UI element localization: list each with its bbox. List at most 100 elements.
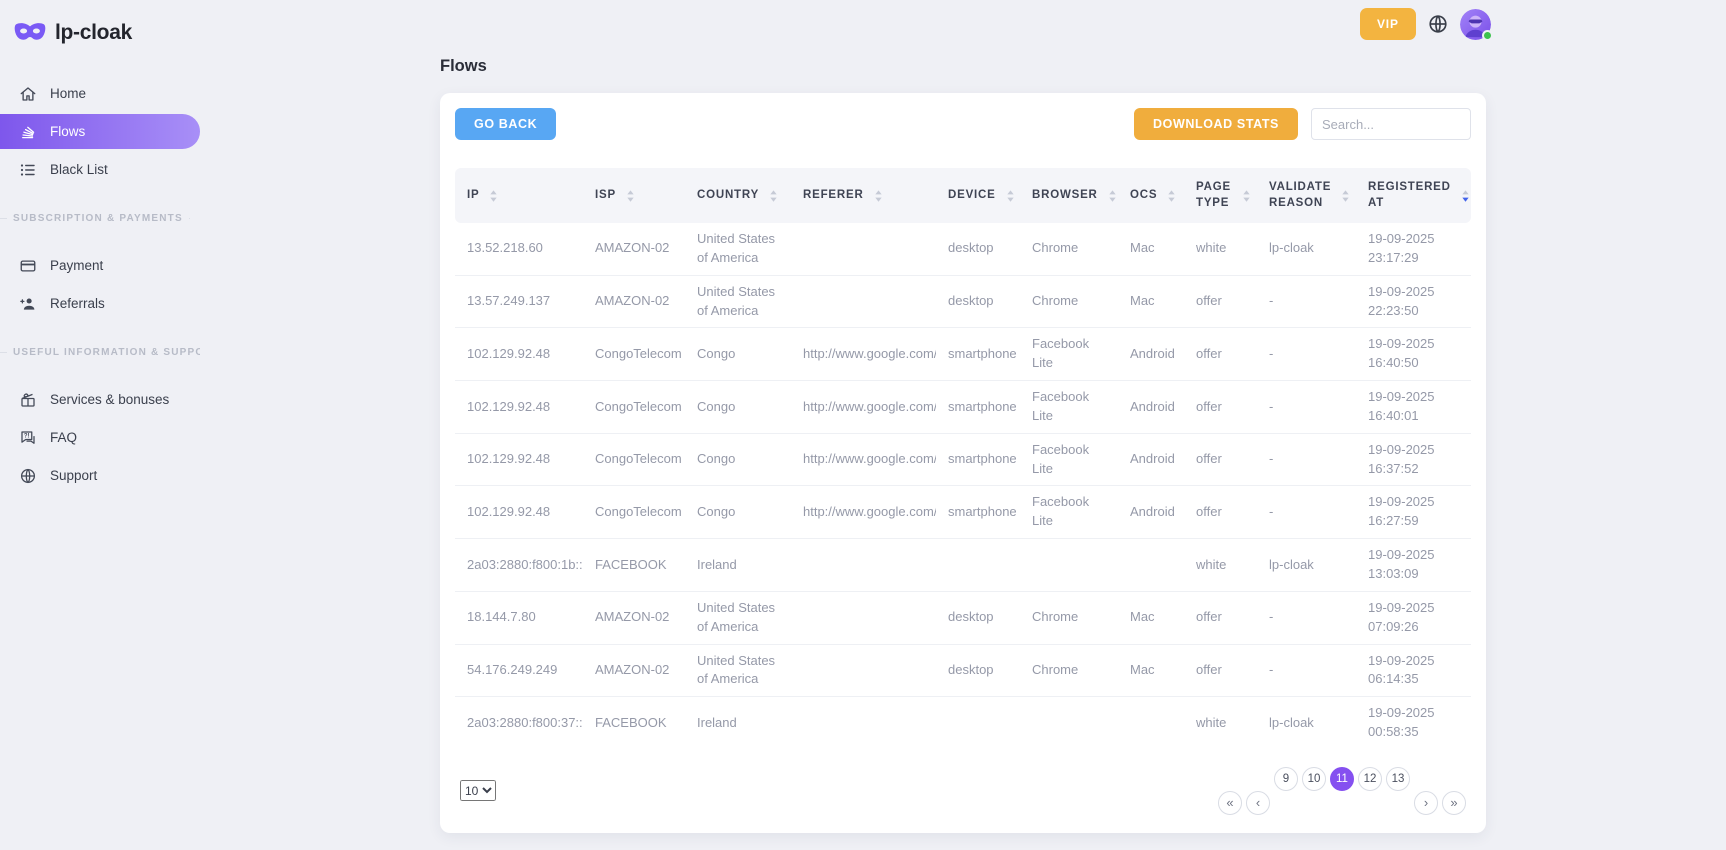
sidebar-item-flows[interactable]: Flows [0,114,200,149]
column-header-validate_reason[interactable]: VALIDATE REASON [1257,168,1356,224]
column-header-country[interactable]: COUNTRY [685,168,791,224]
table-row: 102.129.92.48 CongoTelecom Congo http://www… [455,327,1471,381]
sidebar-item-label: Payment [50,258,104,273]
user-plus-icon [19,295,37,313]
sidebar-item-label: Support [50,468,98,483]
sort-icon[interactable] [1461,189,1470,203]
cell-isp: AMAZON-02 [595,240,670,256]
cell-page_type: white [1184,696,1257,749]
home-icon [19,85,37,103]
cell-browser: Chrome [1020,590,1118,645]
gift-icon [19,391,37,409]
cell-isp: FACEBOOK [583,538,685,592]
sidebar: lp-cloak Home Flows Black List SUBSCRIPT… [0,0,200,850]
stack-icon [19,123,37,141]
table-row: 13.57.249.137 AMAZON-02 United States of A… [455,274,1471,328]
sort-icon[interactable] [1108,189,1117,203]
column-header-referer[interactable]: REFERER [791,168,936,224]
column-label: ISP [595,188,616,201]
cell-ip: 102.129.92.48 [455,327,583,381]
section-title-text: USEFUL INFORMATION & SUPPORT [13,347,200,358]
sidebar-nav-support: Services & bonuses ?! FAQ Support [0,382,200,493]
cell-validate_reason: - [1257,327,1356,381]
column-header-registered_at[interactable]: REGISTERED AT [1356,168,1471,224]
sidebar-item-referrals[interactable]: Referrals [0,286,200,321]
page-button-12[interactable]: 12 [1358,766,1382,791]
first-page-button[interactable]: « [1218,790,1242,815]
page-button-13[interactable]: 13 [1386,766,1410,791]
cell-ip: 13.52.218.60 [467,240,543,256]
cell-page_type: offer [1184,485,1257,539]
column-header-browser[interactable]: BROWSER [1020,168,1118,224]
cell-device: smartphone [936,485,1020,539]
cell-country: Congo [685,380,791,434]
language-button[interactable] [1427,13,1449,35]
page-button-11[interactable]: 11 [1330,766,1354,791]
sidebar-item-home[interactable]: Home [0,76,200,111]
sort-icon[interactable] [1242,189,1251,203]
table-row: 102.129.92.48 CongoTelecom Congo http://www… [455,432,1471,486]
cell-browser: Facebook Lite [1020,380,1118,434]
cell-referer [791,538,936,592]
globe-icon [1429,15,1447,33]
cell-registered_at: 19-09-2025 07:09:26 [1356,590,1471,645]
sidebar-item-payment[interactable]: Payment [0,248,200,283]
cell-device: smartphone [936,380,1020,434]
cell-validate_reason: - [1257,485,1356,539]
sort-icon[interactable] [874,189,883,203]
avatar[interactable] [1459,8,1493,41]
cell-browser: Facebook Lite [1020,327,1118,381]
chat-question-icon: ?! [19,429,37,447]
sidebar-item-faq[interactable]: ?! FAQ [0,420,200,455]
cell-isp: AMAZON-02 [583,590,685,645]
page-button-9[interactable]: 9 [1274,766,1298,791]
search-input[interactable] [1311,108,1471,140]
column-header-device[interactable]: DEVICE [936,168,1020,224]
last-page-button[interactable]: » [1442,790,1466,815]
sidebar-item-support[interactable]: Support [0,458,200,493]
page-button-10[interactable]: 10 [1302,766,1326,791]
pagination: «‹ 9 10 11 12 13 ›» [1218,766,1466,815]
sort-icon[interactable] [1341,189,1350,203]
next-page-button[interactable]: › [1414,790,1438,815]
vip-button[interactable]: VIP [1360,8,1416,40]
sort-icon[interactable] [1006,189,1015,203]
cell-isp: FACEBOOK [583,696,685,749]
sidebar-nav-payments: Payment Referrals [0,248,200,321]
column-header-isp[interactable]: ISP [583,168,685,224]
sort-icon[interactable] [1167,189,1176,203]
cell-device: smartphone [936,327,1020,381]
section-title-text: SUBSCRIPTION & PAYMENTS [13,213,183,224]
cell-country: United States of America [685,643,791,697]
column-header-ocs[interactable]: OCS [1118,168,1184,224]
sort-icon[interactable] [626,189,635,203]
cell-referer [791,223,936,275]
cell-referer [791,643,936,697]
sort-icon[interactable] [769,189,778,203]
table-row: 102.129.92.48 CongoTelecom Congo http://www… [455,485,1471,539]
cell-ocs: Android [1118,485,1184,539]
divider [0,352,7,353]
sidebar-item-services-bonuses[interactable]: Services & bonuses [0,382,200,417]
sidebar-item-black-list[interactable]: Black List [0,152,200,187]
cell-ocs: Mac [1118,274,1184,328]
sidebar-nav: Home Flows Black List [0,76,200,187]
column-label: REGISTERED AT [1368,181,1451,209]
cell-ip: 13.57.249.137 [455,274,583,328]
cell-ip: 2a03:2880:f800:1b:: [455,538,583,592]
cell-page_type: offer [1184,327,1257,381]
go-back-button[interactable]: GO BACK [455,108,557,140]
column-header-page_type[interactable]: PAGE TYPE [1184,168,1257,224]
flows-table: IP ISP COUNTRY REFERER DEVICE BROWSER OCS PAGE … [455,168,1471,749]
column-header-ip[interactable]: IP [455,168,583,224]
brand-logo[interactable]: lp-cloak [0,14,200,52]
per-page-select[interactable]: 10 [460,780,496,802]
cell-isp: CongoTelecom [583,485,685,539]
download-stats-button[interactable]: DOWNLOAD STATS [1134,108,1298,140]
cell-validate_reason: - [1257,590,1356,645]
flows-card: GO BACK DOWNLOAD STATS IP ISP COUNTRY REFER… [440,93,1486,833]
column-label: IP [467,188,480,201]
cell-ip: 18.144.7.80 [455,590,583,645]
sort-icon[interactable] [489,189,498,203]
prev-page-button[interactable]: ‹ [1246,790,1270,815]
